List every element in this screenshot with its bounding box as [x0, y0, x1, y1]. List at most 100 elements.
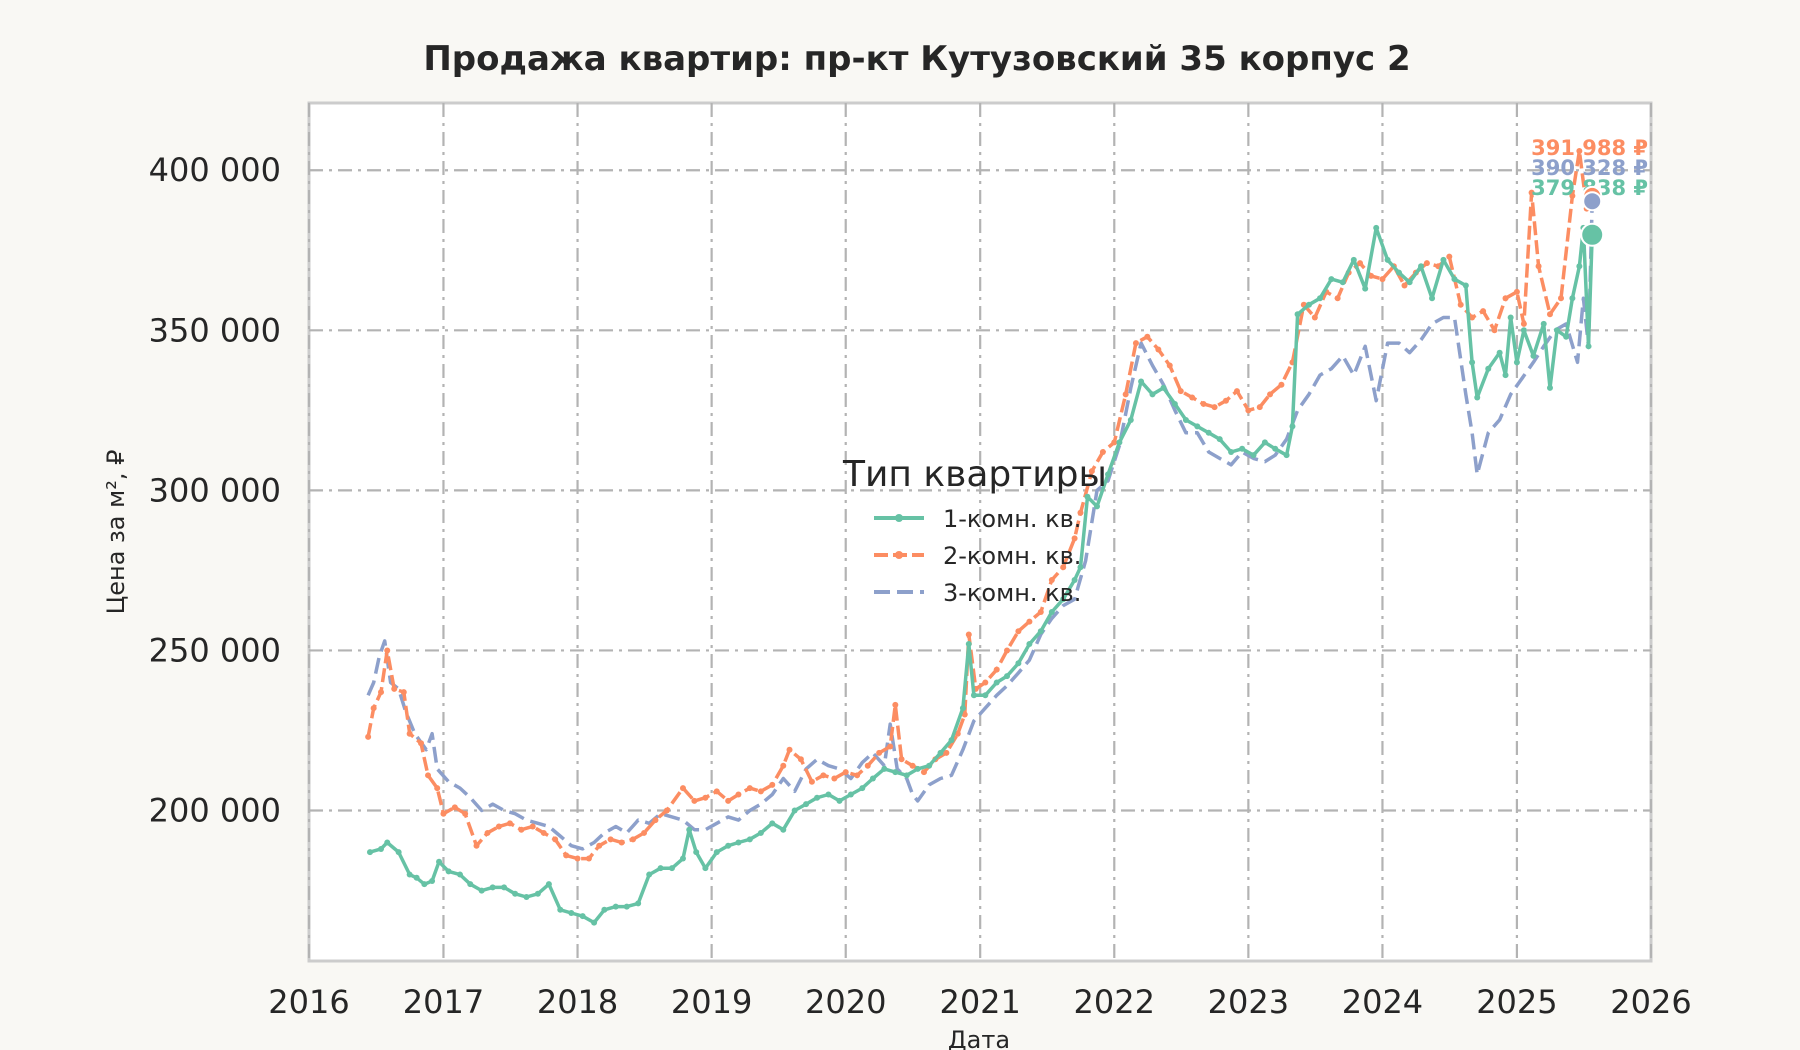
data-point	[406, 871, 413, 878]
data-point	[451, 804, 458, 811]
x-tick-label: 2026	[1610, 983, 1691, 1021]
data-point	[757, 829, 764, 836]
data-point	[391, 685, 398, 692]
data-point	[1122, 391, 1129, 398]
data-point	[1423, 260, 1430, 267]
grid-lines	[307, 103, 1653, 961]
data-point	[1457, 301, 1464, 308]
legend-marker	[895, 514, 903, 522]
data-point	[1520, 320, 1527, 327]
data-point	[1395, 269, 1402, 276]
data-point	[920, 769, 927, 776]
data-point	[847, 791, 854, 798]
x-tick-label: 2017	[403, 983, 484, 1021]
data-point	[518, 826, 525, 833]
data-point	[757, 788, 764, 795]
data-point	[641, 829, 648, 836]
data-point	[1502, 295, 1509, 302]
data-point	[1305, 301, 1312, 308]
data-point	[892, 769, 899, 776]
data-point	[1379, 276, 1386, 283]
legend-title: Тип квартиры	[842, 454, 1107, 495]
data-point	[965, 631, 972, 638]
data-point	[1520, 327, 1527, 334]
data-point	[836, 797, 843, 804]
data-point	[842, 769, 849, 776]
data-point	[780, 762, 787, 769]
data-point	[568, 909, 575, 916]
data-point	[876, 749, 883, 756]
data-point	[725, 797, 732, 804]
x-tick-label: 2019	[671, 983, 752, 1021]
data-point	[1507, 314, 1514, 321]
data-point	[384, 839, 391, 846]
data-point	[1250, 452, 1257, 459]
data-point	[591, 919, 598, 926]
data-point	[1166, 362, 1173, 369]
x-tick-label: 2020	[805, 983, 886, 1021]
data-point	[1576, 148, 1583, 155]
data-point	[456, 871, 463, 878]
data-point	[1144, 333, 1151, 340]
data-point	[1239, 445, 1246, 452]
data-point	[808, 778, 815, 785]
data-point	[635, 900, 642, 907]
data-point	[607, 836, 614, 843]
data-point	[1429, 295, 1436, 302]
data-point	[1485, 365, 1492, 372]
data-point	[1084, 493, 1091, 500]
data-point	[1311, 314, 1318, 321]
data-point	[370, 705, 377, 712]
data-point	[434, 785, 441, 792]
data-point	[413, 874, 420, 881]
data-point	[1585, 343, 1592, 350]
data-point	[854, 772, 861, 779]
data-point	[1563, 333, 1570, 340]
data-point	[1528, 189, 1535, 196]
data-point	[1004, 647, 1011, 654]
data-point	[630, 836, 637, 843]
data-point	[1105, 471, 1112, 478]
data-point	[585, 855, 592, 862]
data-point	[1026, 618, 1033, 625]
data-point	[473, 842, 480, 849]
data-point	[735, 791, 742, 798]
data-point	[1328, 276, 1335, 283]
series-1	[366, 224, 1596, 926]
data-point	[1569, 295, 1576, 302]
data-point	[1261, 439, 1268, 446]
data-point	[1127, 416, 1134, 423]
legend-label: 2-комн. кв.	[943, 542, 1081, 570]
data-point	[484, 829, 491, 836]
data-point	[1474, 394, 1481, 401]
data-point	[1334, 295, 1341, 302]
data-point	[1048, 577, 1055, 584]
data-point	[1222, 397, 1229, 404]
data-point	[1469, 359, 1476, 366]
legend-label: 3-комн. кв.	[943, 579, 1081, 607]
data-point	[746, 836, 753, 843]
data-point	[1350, 256, 1357, 263]
data-point	[1211, 404, 1218, 411]
data-point	[534, 890, 541, 897]
data-point	[1060, 596, 1067, 603]
data-point	[1182, 416, 1189, 423]
end-markers: 379 838 ₽391 988 ₽390 328 ₽	[1531, 136, 1648, 247]
series-3	[366, 201, 1594, 851]
data-point	[970, 692, 977, 699]
data-point	[462, 810, 469, 817]
data-point	[831, 775, 838, 782]
data-point	[1278, 381, 1285, 388]
data-point	[820, 772, 827, 779]
x-tick-label: 2021	[939, 983, 1020, 1021]
data-point	[1216, 436, 1223, 443]
data-point	[557, 906, 564, 913]
data-point	[909, 762, 916, 769]
data-point	[961, 711, 968, 718]
data-point	[786, 746, 793, 753]
data-point	[365, 733, 372, 740]
data-point	[440, 810, 447, 817]
data-point	[1401, 282, 1408, 289]
series-line	[366, 201, 1594, 851]
data-point	[418, 740, 425, 747]
